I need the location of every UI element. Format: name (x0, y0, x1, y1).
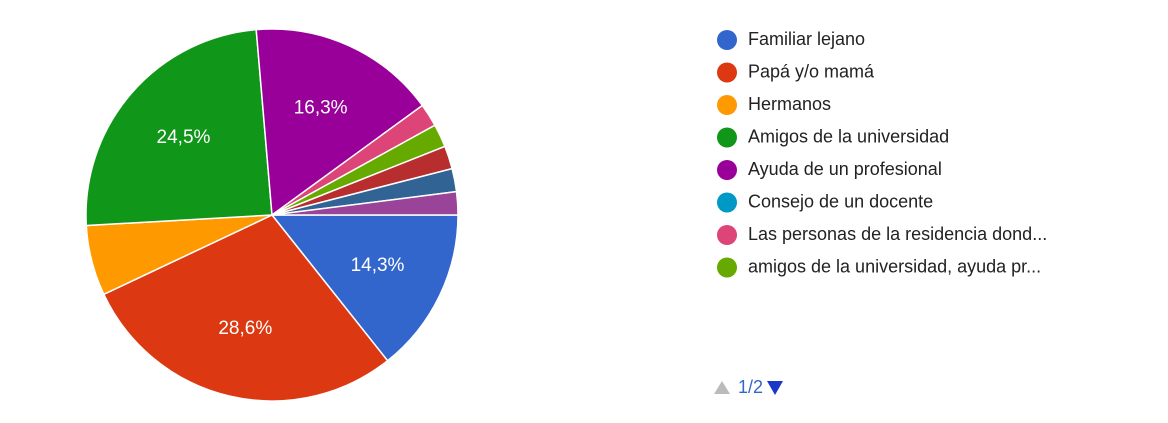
legend-label: Hermanos (748, 94, 831, 114)
legend-label: Ayuda de un profesional (748, 159, 942, 179)
slice-label: 14,3% (351, 255, 405, 276)
legend-label: Amigos de la universidad (748, 126, 949, 146)
legend-swatch (717, 62, 737, 83)
pie-slice (85, 28, 273, 227)
legend-swatch (717, 160, 737, 180)
legend-swatch (717, 95, 737, 115)
pie-slice (255, 28, 424, 217)
pie-slice (270, 214, 459, 362)
next-page[interactable] (767, 381, 783, 395)
legend-label: Las personas de la residencia dond... (748, 224, 1047, 244)
legend-swatch (717, 257, 737, 278)
legend-swatch (717, 30, 737, 50)
legend-swatch (717, 192, 737, 213)
page-indicator: 1/2 (738, 377, 763, 397)
prev-page[interactable] (714, 381, 730, 394)
slice-label: 28,6% (218, 318, 272, 339)
legend-swatch (717, 225, 737, 245)
pie-slice (271, 190, 459, 216)
legend-label: Consejo de un docente (748, 191, 933, 211)
slice-label: 24,5% (157, 127, 211, 148)
legend-label: Papá y/o mamá (748, 61, 875, 81)
legend-label: amigos de la universidad, ayuda pr... (748, 256, 1041, 276)
legend-label: Familiar lejano (748, 29, 865, 49)
legend-swatch (717, 127, 737, 148)
slice-label: 16,3% (294, 97, 348, 118)
